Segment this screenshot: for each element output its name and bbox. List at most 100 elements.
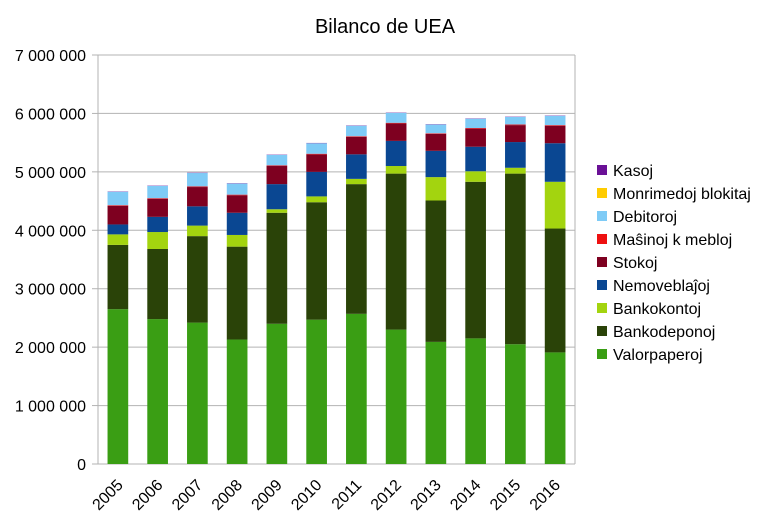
bar-2014-series-4: [465, 128, 486, 147]
bar-2006-series-1: [147, 248, 168, 320]
bar-2009-series-5: [266, 165, 288, 167]
x-tick-label: 2015: [487, 477, 524, 514]
grid-lines: [97, 54, 576, 465]
bar-2016-series-3: [544, 143, 566, 182]
bar-2013-series-0: [425, 341, 447, 464]
bar-2016-series-6: [544, 115, 566, 126]
bar-2011-series-6: [346, 125, 367, 137]
bar-2005-series-6: [107, 191, 129, 206]
bar-2012-series-2: [385, 166, 407, 174]
bar-2011-series-4: [346, 136, 367, 155]
y-tick-label: 4 000 000: [15, 223, 86, 240]
bar-2014-series-5: [465, 128, 486, 129]
bar-2005-series-1: [107, 244, 129, 310]
bar-2005-series-2: [107, 234, 129, 245]
y-axis-ticks: 0 1 000 000 2 000 000 3 000 000 4 000 000 5 0…: [15, 48, 98, 474]
bar-2013-series-3: [425, 150, 447, 178]
bar-2009-series-4: [266, 166, 288, 185]
x-tick-label: 2010: [288, 477, 325, 514]
bar-2009-series-0: [266, 323, 288, 464]
bar-2015-series-1: [505, 173, 526, 345]
legend-label: Maŝinoj k mebloj: [613, 232, 732, 249]
bar-2007-series-6: [187, 173, 208, 187]
bar-2010-series-4: [306, 154, 327, 172]
bar-2009-series-3: [266, 184, 288, 210]
bar-2012-series-4: [385, 123, 407, 141]
bar-2013-series-1: [425, 200, 447, 342]
bar-2008-series-1: [226, 246, 248, 340]
bar-2008-series-0: [226, 339, 248, 464]
bar-2015-series-2: [505, 167, 526, 174]
x-tick-label: 2009: [249, 477, 286, 514]
bar-2008-series-3: [226, 212, 248, 235]
bar-2015-series-0: [505, 344, 526, 464]
bar-2013-series-4: [425, 133, 447, 151]
x-tick-label: 2005: [90, 477, 127, 514]
bar-2011-series-0: [346, 313, 367, 464]
bar-2009-series-2: [266, 209, 288, 213]
legend-swatch: [597, 303, 607, 313]
bar-2015-series-5: [505, 124, 526, 126]
legend-label: Kasoj: [613, 163, 653, 180]
bar-2007-series-4: [187, 187, 208, 207]
bar-2012-series-5: [385, 122, 407, 124]
legend-swatch: [597, 234, 607, 244]
legend-swatch: [597, 188, 607, 198]
y-tick-label: 1 000 000: [15, 399, 86, 416]
bar-2010-series-5: [306, 153, 327, 155]
bar-2014-series-6: [465, 118, 486, 129]
bar-2013-series-5: [425, 133, 447, 134]
y-tick-label: 0: [77, 457, 86, 474]
chart-title: Bilanco de UEA: [315, 16, 456, 38]
x-tick-label: 2016: [527, 477, 564, 514]
x-axis-ticks: 2005 2006 2007 2008 2009 2010 2011 2012 2013 2014…: [90, 477, 565, 514]
bar-2013-series-6: [425, 124, 447, 134]
x-tick-label: 2013: [408, 477, 445, 514]
bar-2006-series-6: [147, 185, 168, 199]
bars: [107, 112, 566, 464]
legend-swatch: [597, 257, 607, 267]
bar-2005-series-3: [107, 224, 129, 235]
bar-2008-series-2: [226, 234, 248, 247]
bar-2010-series-0: [306, 319, 327, 464]
legend-swatch: [597, 326, 607, 336]
bar-2006-series-5: [147, 198, 168, 199]
y-tick-label: 2 000 000: [15, 340, 86, 357]
bar-2012-series-3: [385, 140, 407, 167]
bar-2012-series-0: [385, 329, 407, 464]
legend: Kasoj Monrimedoj blokitaj Debitoroj Maŝinoj…: [597, 163, 751, 364]
bar-2015-series-4: [505, 125, 526, 143]
bar-2006-series-3: [147, 216, 168, 233]
bar-2006-series-2: [147, 232, 168, 249]
bar-2016-series-5: [544, 125, 566, 126]
bar-2016-series-0: [544, 352, 566, 464]
bar-2008-series-5: [226, 194, 248, 196]
bar-2011-series-1: [346, 184, 367, 314]
bar-2007-series-3: [187, 206, 208, 226]
x-tick-label: 2014: [447, 477, 484, 514]
y-tick-label: 6 000 000: [15, 106, 86, 123]
legend-label: Monrimedoj blokitaj: [613, 186, 751, 203]
legend-label: Nemoveblaĵoj: [613, 278, 710, 295]
x-tick-label: 2007: [169, 477, 206, 514]
y-tick-label: 5 000 000: [15, 165, 86, 182]
bar-2011-series-3: [346, 154, 367, 179]
bar-2016-series-2: [544, 181, 566, 229]
bar-2005-series-5: [107, 205, 129, 206]
bar-2016-series-1: [544, 228, 566, 353]
legend-swatch: [597, 349, 607, 359]
y-tick-label: 3 000 000: [15, 282, 86, 299]
bar-2015-series-6: [505, 116, 526, 125]
y-tick-label: 7 000 000: [15, 48, 86, 65]
bar-2014-series-2: [465, 171, 486, 182]
bar-2010-series-3: [306, 171, 327, 197]
bar-2007-series-5: [187, 186, 208, 188]
legend-swatch: [597, 165, 607, 175]
x-tick-label: 2006: [129, 477, 166, 514]
bar-2013-series-2: [425, 177, 447, 201]
bar-2016-series-4: [544, 125, 566, 144]
bar-2010-series-1: [306, 202, 327, 320]
bar-2006-series-0: [147, 319, 168, 464]
legend-swatch: [597, 211, 607, 221]
